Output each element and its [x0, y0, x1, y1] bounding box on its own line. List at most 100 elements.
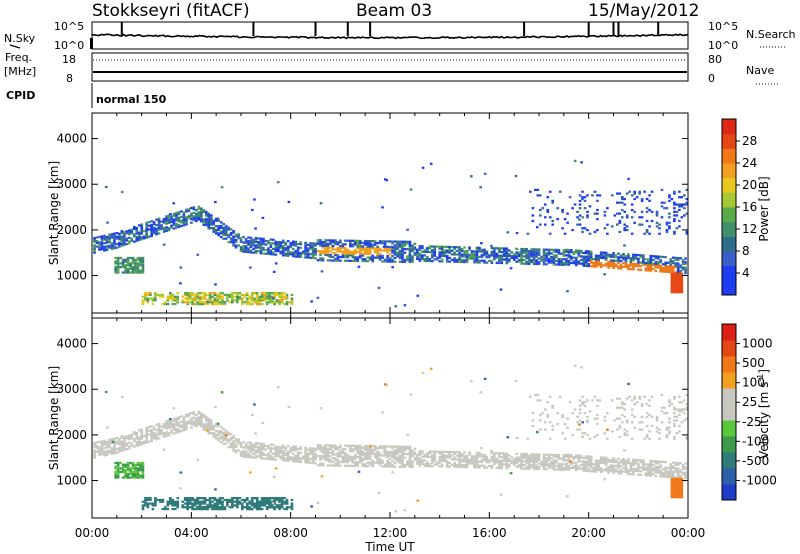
echo-cell: [149, 498, 152, 502]
echo-cell: [207, 432, 211, 435]
echo-cell: [438, 260, 442, 263]
echo-cell: [418, 461, 422, 464]
echo-cell: [324, 241, 327, 244]
echo-cell: [445, 258, 449, 261]
echo-cell: [582, 469, 586, 472]
echo-cell: [557, 261, 561, 264]
echo-cell: [563, 232, 567, 235]
echo-cell: [401, 242, 404, 245]
echo-cell: [480, 447, 483, 450]
echo-cell: [525, 260, 528, 264]
echo-cell: [259, 448, 263, 451]
echo-cell: [663, 207, 666, 210]
echo-cell: [373, 249, 377, 252]
echo-cell: [346, 455, 350, 458]
echo-cell: [614, 256, 618, 259]
echo-cell: [329, 458, 332, 462]
echo-cell: [274, 451, 278, 454]
echo-cell: [176, 500, 180, 503]
echo-cell: [648, 437, 651, 440]
echo-cell: [539, 413, 542, 417]
echo-cell: [545, 462, 548, 465]
echo-cell: [217, 433, 221, 436]
nave-tick-80: 80: [708, 53, 722, 66]
echo-cell: [259, 457, 263, 460]
echo-cell: [460, 248, 464, 251]
echo-cell: [200, 414, 203, 417]
echo-cell: [234, 451, 238, 454]
echo-cell: [219, 224, 223, 228]
echo-cell: [673, 276, 676, 279]
echo-cell: [673, 289, 676, 292]
echo-cell: [673, 190, 676, 193]
echo-cell: [525, 257, 528, 260]
echo-cell: [678, 196, 681, 199]
echo-cell: [673, 423, 676, 426]
echo-cell: [666, 472, 670, 475]
echo-cell: [458, 463, 461, 467]
echo-cell: [157, 428, 161, 431]
echo-cell: [208, 301, 212, 304]
echo-cell: [218, 506, 222, 509]
echo-cell: [537, 261, 541, 264]
echo-cell: [177, 416, 181, 419]
echo-cell: [306, 247, 310, 250]
echo-cell: [579, 456, 583, 459]
echo-cell: [542, 248, 546, 251]
echo-cell: [597, 459, 600, 462]
echo-cell: [252, 244, 255, 247]
echo-cell: [659, 469, 663, 473]
echo-cell: [239, 246, 243, 249]
echo-cell: [203, 498, 207, 502]
echo-cell: [527, 465, 531, 469]
echo-cell: [171, 293, 175, 297]
echo-cell: [204, 423, 208, 426]
echo-cell: [137, 438, 141, 441]
echo-cell: [673, 274, 676, 277]
echo-cell: [490, 455, 494, 458]
echo-cell: [242, 450, 245, 453]
nsky-tick-top-left: 10^5: [54, 20, 84, 33]
echo-cell: [319, 239, 322, 242]
echo-cell: [237, 442, 240, 445]
echo-cell: [599, 254, 603, 258]
echo-cell: [398, 240, 402, 243]
echo-cell: [684, 266, 687, 269]
echo-cell: [433, 450, 437, 453]
echo-cell: [617, 252, 620, 255]
echo-cell: [206, 302, 209, 306]
echo-cell: [552, 453, 556, 456]
echo-cell: [93, 441, 96, 445]
echo-cell: [433, 247, 437, 250]
echo-cell: [334, 446, 337, 449]
echo-cell: [589, 252, 593, 255]
echo-cell: [458, 458, 461, 461]
echo-cell: [311, 251, 315, 254]
echo-cell: [591, 194, 594, 197]
echo-cell: [339, 460, 342, 464]
echo-cell: [386, 463, 389, 466]
echo-cell: [165, 226, 168, 229]
echo-cell: [552, 462, 556, 466]
echo-cell: [673, 494, 676, 497]
echo-cell: [239, 443, 243, 447]
echo-cell: [363, 243, 367, 246]
echo-cell: [575, 469, 578, 472]
echo-cell: [512, 256, 516, 260]
echo-cell: [623, 203, 627, 206]
echo-cell: [249, 448, 253, 452]
echo-cell: [132, 227, 136, 230]
echo-cell: [398, 447, 402, 450]
echo-cell: [368, 457, 372, 461]
echo-cell: [401, 462, 404, 465]
echo-cell: [165, 427, 168, 430]
echo-cell: [673, 408, 676, 411]
echo-cell: [396, 251, 399, 254]
echo-cell: [671, 476, 675, 479]
echo-cell: [358, 241, 362, 244]
echo-cell: [651, 467, 655, 470]
echo-cell: [510, 251, 514, 254]
echo-cell: [440, 254, 444, 258]
echo-cell: [478, 246, 481, 249]
echo-cell: [346, 459, 350, 462]
